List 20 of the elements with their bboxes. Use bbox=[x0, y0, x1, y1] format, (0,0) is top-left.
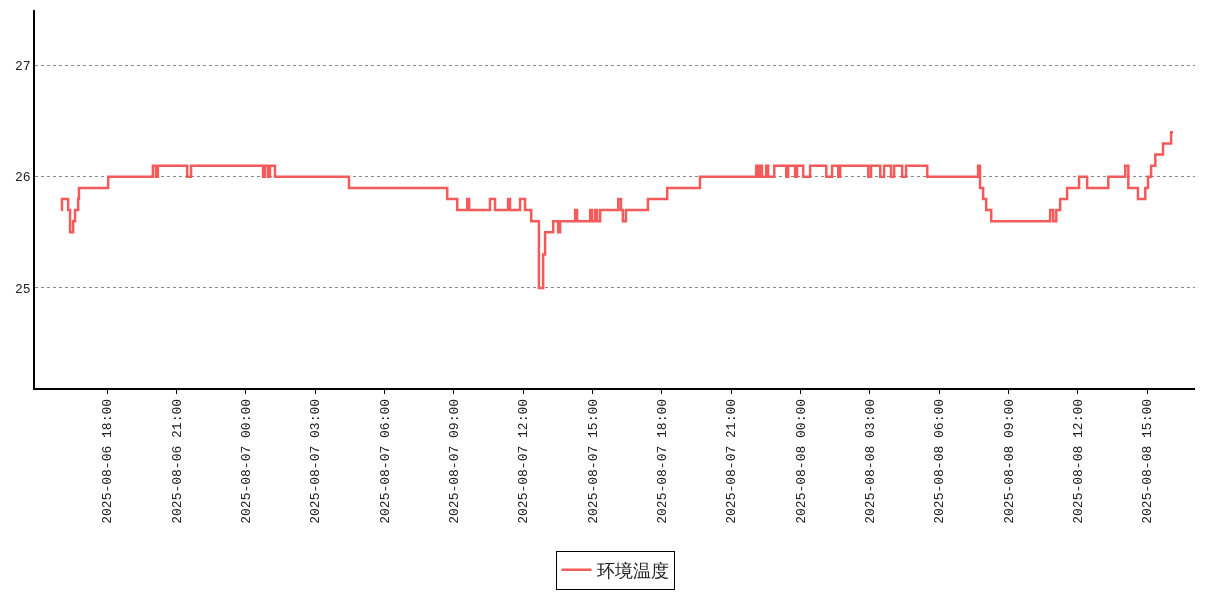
x-tick-label: 2025-08-07 06:00 bbox=[377, 398, 393, 524]
x-tick-label: 2025-08-07 00:00 bbox=[238, 398, 254, 524]
x-tick-label: 2025-08-06 18:00 bbox=[100, 398, 116, 524]
y-tick-label: 26 bbox=[15, 170, 31, 186]
x-tick-label: 2025-08-06 21:00 bbox=[169, 398, 185, 524]
x-tick-label: 2025-08-07 15:00 bbox=[585, 398, 601, 524]
x-tick-label: 2025-08-08 15:00 bbox=[1140, 398, 1156, 524]
x-tick-label: 2025-08-07 21:00 bbox=[724, 398, 740, 524]
x-tick-label: 2025-08-08 03:00 bbox=[863, 398, 879, 524]
x-tick-label: 2025-08-07 12:00 bbox=[516, 398, 532, 524]
x-tick-label: 2025-08-08 12:00 bbox=[1071, 398, 1087, 524]
legend-label: 环境温度 bbox=[596, 559, 669, 581]
x-tick-label: 2025-08-07 18:00 bbox=[655, 398, 671, 524]
x-tick-label: 2025-08-07 03:00 bbox=[308, 398, 324, 524]
x-tick-label: 2025-08-08 00:00 bbox=[793, 398, 809, 524]
x-tick-label: 2025-08-08 09:00 bbox=[1001, 398, 1017, 524]
y-tick-label: 25 bbox=[15, 281, 31, 297]
x-tick-label: 2025-08-08 06:00 bbox=[932, 398, 948, 524]
y-tick-label: 27 bbox=[15, 59, 31, 75]
x-tick-label: 2025-08-07 09:00 bbox=[446, 398, 462, 524]
